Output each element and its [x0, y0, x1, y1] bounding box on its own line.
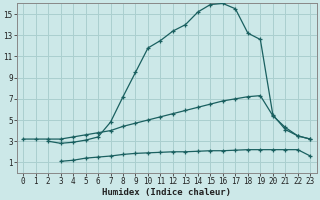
X-axis label: Humidex (Indice chaleur): Humidex (Indice chaleur)	[102, 188, 231, 197]
